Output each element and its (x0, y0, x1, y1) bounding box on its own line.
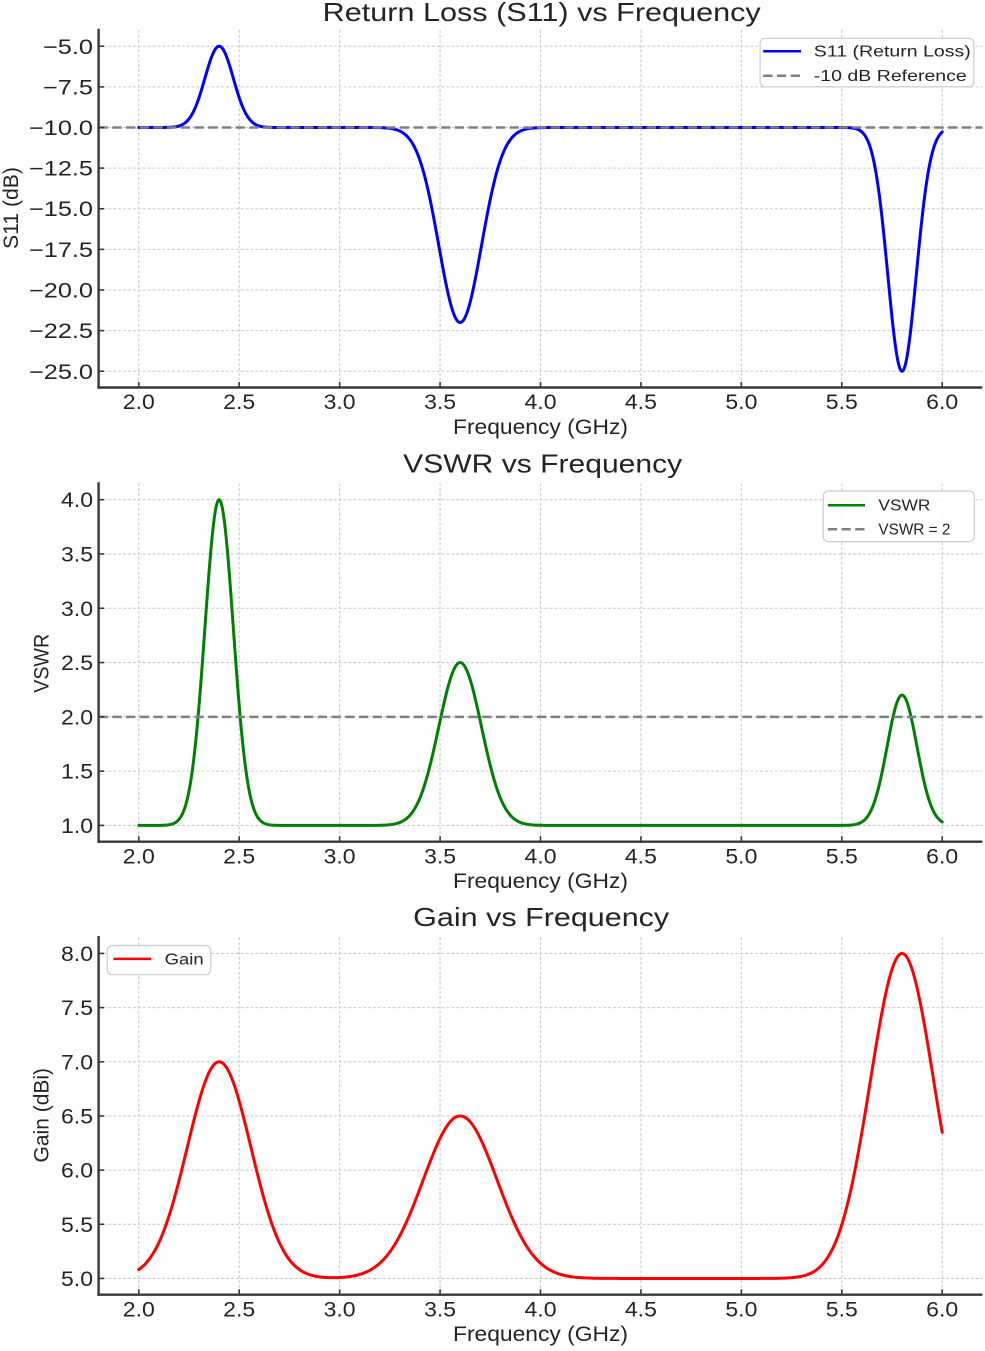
svg-text:−7.5: −7.5 (43, 76, 93, 99)
svg-text:1.5: 1.5 (61, 761, 93, 784)
svg-text:7.0: 7.0 (61, 1051, 93, 1074)
svg-text:−25.0: −25.0 (29, 361, 93, 384)
svg-text:6.0: 6.0 (926, 845, 958, 868)
svg-text:2.5: 2.5 (61, 652, 93, 675)
svg-text:2.0: 2.0 (61, 706, 93, 729)
svg-text:−5.0: −5.0 (43, 36, 93, 59)
svg-text:5.5: 5.5 (826, 845, 858, 868)
svg-text:3.5: 3.5 (424, 1298, 456, 1321)
svg-text:Return Loss (S11) vs Frequency: Return Loss (S11) vs Frequency (323, 0, 761, 27)
svg-text:1.0: 1.0 (61, 815, 93, 838)
svg-text:3.5: 3.5 (61, 544, 93, 567)
svg-text:5.0: 5.0 (725, 845, 757, 868)
svg-text:5.5: 5.5 (826, 391, 858, 414)
svg-text:6.0: 6.0 (61, 1160, 93, 1183)
svg-text:Frequency (GHz): Frequency (GHz) (453, 870, 628, 893)
svg-text:Gain: Gain (165, 951, 204, 968)
svg-text:4.5: 4.5 (625, 845, 657, 868)
svg-text:−20.0: −20.0 (29, 280, 93, 303)
svg-text:Frequency (GHz): Frequency (GHz) (453, 1323, 628, 1346)
svg-text:−17.5: −17.5 (29, 239, 93, 262)
svg-text:VSWR: VSWR (878, 498, 930, 515)
svg-text:3.0: 3.0 (324, 391, 356, 414)
svg-text:Frequency (GHz): Frequency (GHz) (453, 416, 628, 439)
svg-text:4.0: 4.0 (61, 489, 93, 512)
svg-text:3.0: 3.0 (324, 1298, 356, 1321)
svg-text:4.0: 4.0 (525, 1298, 557, 1321)
svg-text:2.0: 2.0 (123, 391, 155, 414)
svg-text:4.5: 4.5 (625, 1298, 657, 1321)
svg-text:3.0: 3.0 (61, 598, 93, 621)
svg-text:Gain vs Frequency: Gain vs Frequency (413, 904, 669, 932)
svg-text:3.0: 3.0 (324, 845, 356, 868)
svg-text:2.5: 2.5 (223, 845, 255, 868)
svg-text:−12.5: −12.5 (29, 158, 93, 181)
svg-text:5.5: 5.5 (61, 1214, 93, 1237)
svg-text:4.0: 4.0 (525, 391, 557, 414)
svg-text:5.0: 5.0 (725, 1298, 757, 1321)
svg-text:5.5: 5.5 (826, 1298, 858, 1321)
svg-text:5.0: 5.0 (725, 391, 757, 414)
svg-text:−10.0: −10.0 (29, 117, 93, 140)
svg-text:7.5: 7.5 (61, 997, 93, 1020)
svg-text:4.0: 4.0 (525, 845, 557, 868)
svg-text:5.0: 5.0 (61, 1268, 93, 1291)
svg-text:4.5: 4.5 (625, 391, 657, 414)
svg-text:S11 (Return Loss): S11 (Return Loss) (814, 44, 971, 61)
svg-text:−22.5: −22.5 (29, 320, 93, 343)
svg-text:2.0: 2.0 (123, 1298, 155, 1321)
svg-text:6.0: 6.0 (926, 1298, 958, 1321)
svg-text:2.5: 2.5 (223, 391, 255, 414)
svg-text:Gain (dBi): Gain (dBi) (30, 1068, 53, 1163)
svg-text:6.0: 6.0 (926, 391, 958, 414)
svg-text:3.5: 3.5 (424, 391, 456, 414)
svg-text:2.0: 2.0 (123, 845, 155, 868)
svg-text:S11 (dB): S11 (dB) (0, 167, 23, 249)
svg-text:-10 dB Reference: -10 dB Reference (814, 68, 967, 85)
svg-text:2.5: 2.5 (223, 1298, 255, 1321)
svg-text:VSWR: VSWR (30, 634, 53, 693)
svg-text:8.0: 8.0 (61, 943, 93, 966)
svg-text:VSWR vs Frequency: VSWR vs Frequency (403, 451, 682, 479)
svg-text:3.5: 3.5 (424, 845, 456, 868)
svg-text:VSWR = 2: VSWR = 2 (878, 522, 950, 539)
svg-text:6.5: 6.5 (61, 1106, 93, 1129)
svg-text:−15.0: −15.0 (29, 198, 93, 221)
